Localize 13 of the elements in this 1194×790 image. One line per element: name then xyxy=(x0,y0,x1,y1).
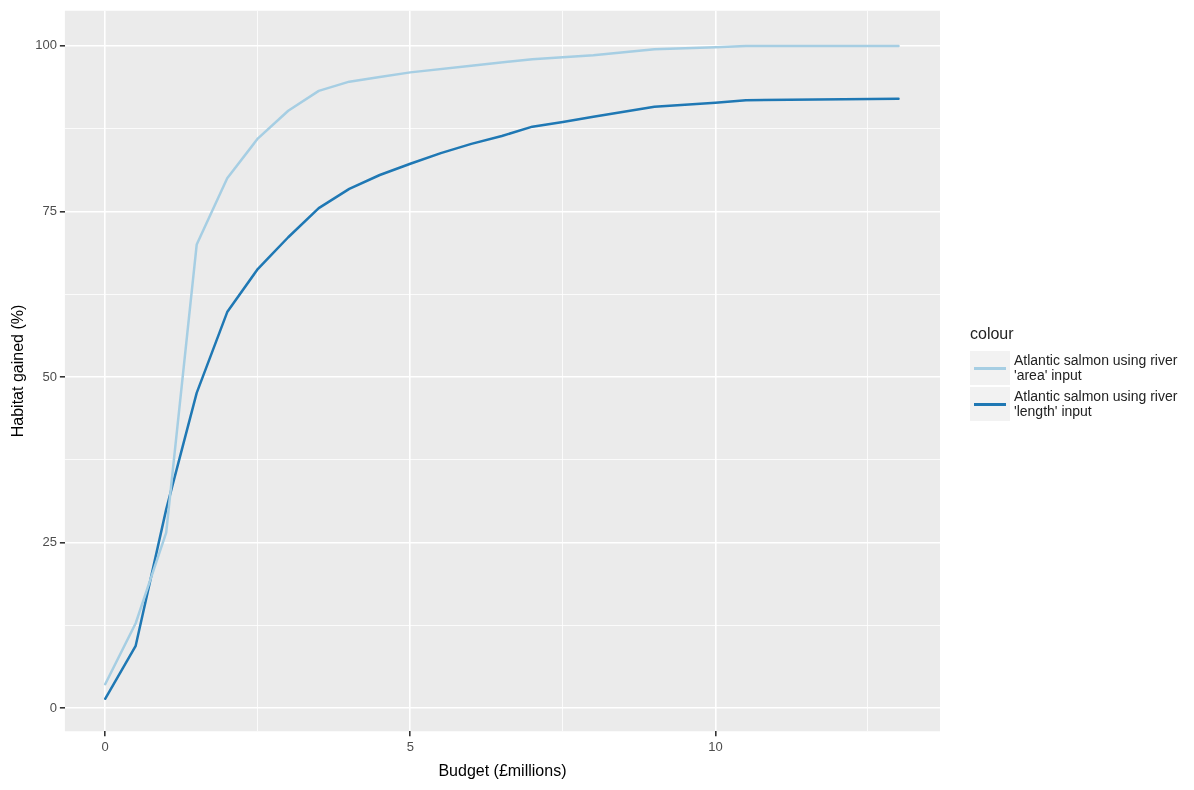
legend-label: Atlantic salmon using river 'area' input xyxy=(1014,352,1179,383)
x-tick-label: 10 xyxy=(708,738,723,754)
y-tick-label: 0 xyxy=(49,699,57,715)
y-axis-title: Habitat gained (%) xyxy=(9,304,27,438)
x-axis-title: Budget (£millions) xyxy=(438,761,567,779)
legend-title: colour xyxy=(970,325,1015,343)
y-tick-label: 100 xyxy=(35,37,57,53)
x-tick-label: 0 xyxy=(101,738,109,754)
y-tick-label: 50 xyxy=(42,368,57,384)
y-tick-label: 75 xyxy=(42,203,57,218)
legend-label: Atlantic salmon using river 'length' input xyxy=(1014,388,1179,419)
x-tick-label: 5 xyxy=(406,738,414,754)
y-tick-label: 25 xyxy=(42,534,57,550)
